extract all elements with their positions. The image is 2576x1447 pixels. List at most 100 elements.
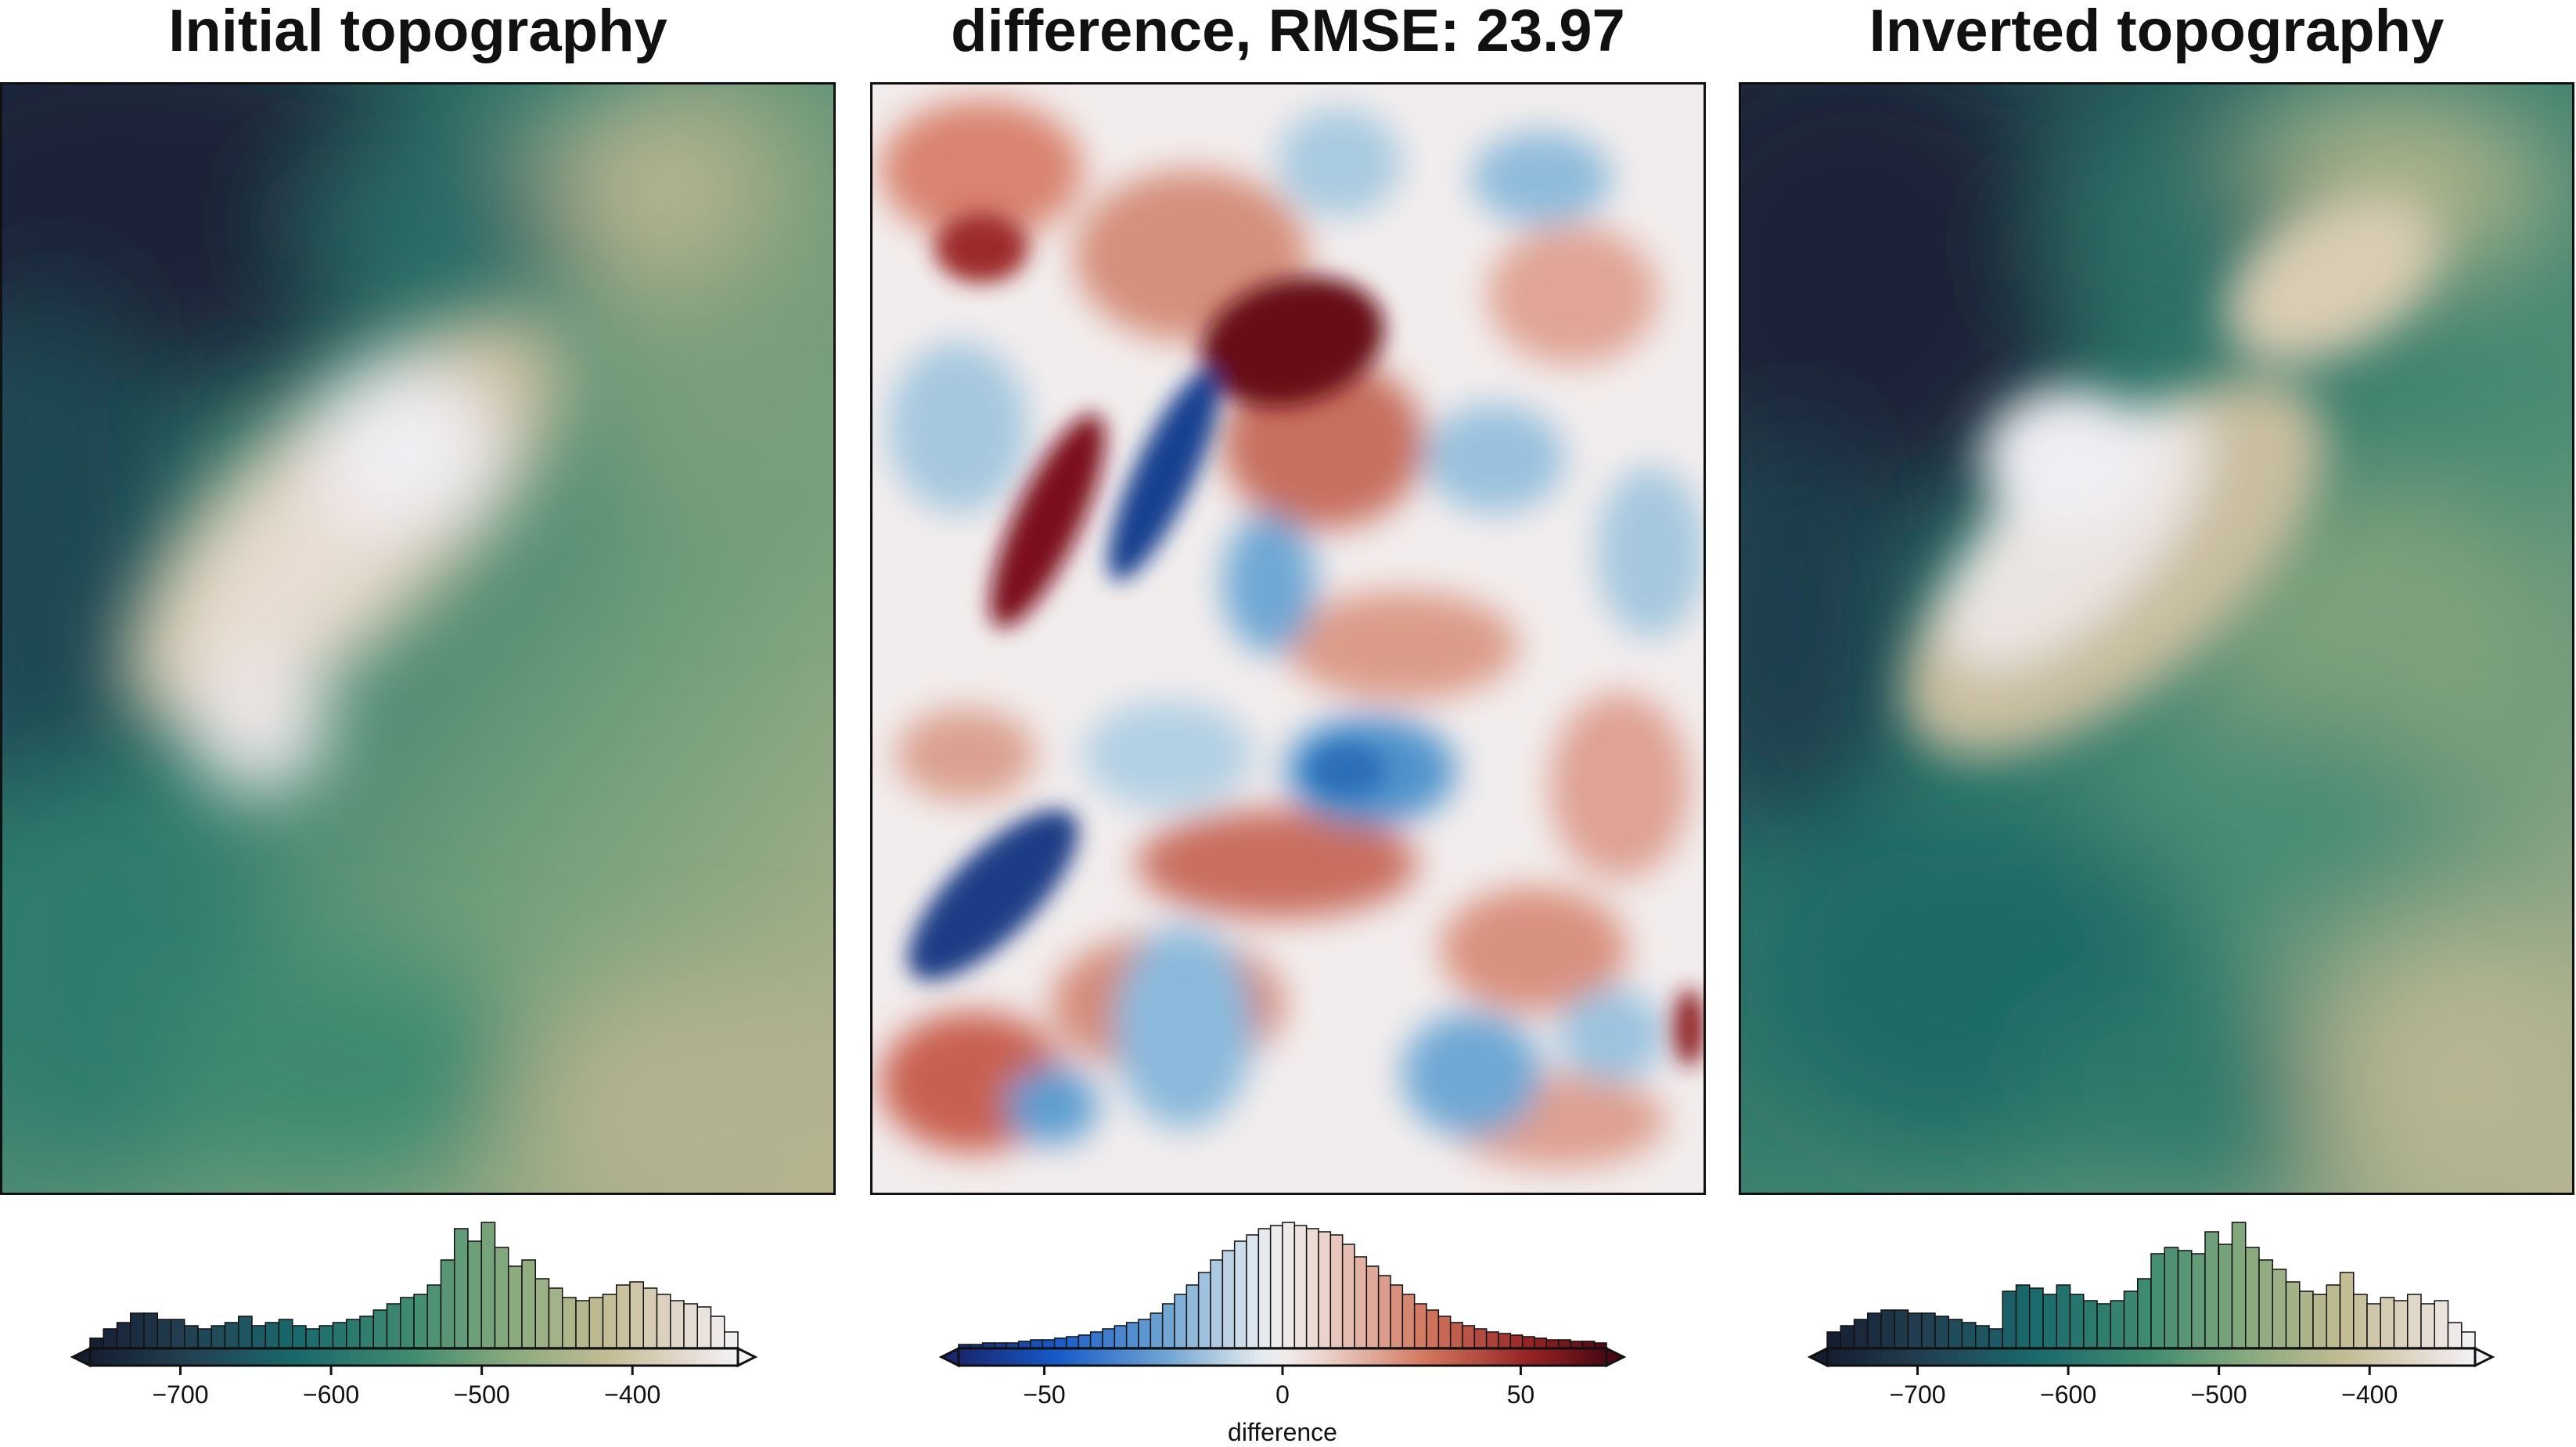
colorbar-inverted-topography: −700 −600 −500 −400 bbox=[1807, 1213, 2495, 1447]
colorbar-segment bbox=[293, 1348, 299, 1366]
colorbar-segment bbox=[1495, 1348, 1501, 1366]
colorbar-segment bbox=[1139, 1348, 1145, 1366]
colorbar-segment bbox=[1527, 1348, 1534, 1366]
histogram-bar bbox=[2339, 1272, 2355, 1348]
colorbar-segment bbox=[962, 1348, 969, 1366]
histogram-bar bbox=[1318, 1231, 1332, 1348]
colorbar-extend-max bbox=[2473, 1346, 2495, 1368]
colorbar-segment bbox=[1942, 1348, 1948, 1366]
colorbar-segment bbox=[1222, 1348, 1228, 1366]
colorbar-segment bbox=[594, 1348, 600, 1366]
colorbar-segment bbox=[2202, 1348, 2207, 1366]
colorbar-segment bbox=[1213, 1348, 1218, 1366]
colorbar-segment bbox=[2206, 1348, 2212, 1366]
histogram-bar bbox=[386, 1303, 401, 1348]
colorbar-segment bbox=[1148, 1348, 1154, 1366]
terrain-high-southeast bbox=[2308, 934, 2572, 1193]
colorbar-segment bbox=[1532, 1348, 1538, 1366]
histogram-bar bbox=[1246, 1234, 1260, 1348]
histogram-bar bbox=[1282, 1222, 1296, 1348]
colorbar-segment bbox=[2382, 1348, 2388, 1366]
colorbar-segment bbox=[1189, 1348, 1196, 1366]
histogram-bar bbox=[400, 1297, 415, 1348]
terrain-low-south bbox=[2021, 996, 2395, 1193]
colorbar-segment bbox=[2290, 1348, 2296, 1366]
histogram-bar bbox=[1078, 1334, 1092, 1348]
colorbar-segment bbox=[1291, 1348, 1297, 1366]
colorbar-segment bbox=[1088, 1348, 1094, 1366]
colorbar-segment bbox=[719, 1348, 725, 1366]
histogram-bar bbox=[184, 1325, 199, 1348]
colorbar-segment bbox=[1887, 1348, 1893, 1366]
terrain-low-south bbox=[157, 949, 516, 1184]
colorbar-segment bbox=[1588, 1348, 1594, 1366]
colorbar-tick-label: −500 bbox=[454, 1380, 510, 1409]
colorbar-segment bbox=[538, 1348, 545, 1366]
histogram-bar bbox=[1934, 1316, 1949, 1348]
colorbar-segment bbox=[122, 1348, 128, 1366]
colorbar-segment bbox=[349, 1348, 354, 1366]
terrain-low-west bbox=[1741, 427, 1905, 833]
histogram-bar bbox=[2056, 1284, 2071, 1348]
colorbar-segment bbox=[2128, 1348, 2134, 1366]
colorbar-segment bbox=[635, 1348, 642, 1366]
colorbar-segment bbox=[2410, 1348, 2416, 1366]
colorbar-segment bbox=[1078, 1348, 1085, 1366]
diff-strong-neg bbox=[1108, 367, 1221, 581]
colorbar-segment bbox=[1056, 1348, 1061, 1366]
colorbar-segment bbox=[326, 1348, 332, 1366]
colorbar-segment bbox=[127, 1348, 133, 1366]
colorbar-segment bbox=[1227, 1348, 1232, 1366]
histogram-bar bbox=[89, 1337, 104, 1348]
diff-neg-blob bbox=[1005, 1066, 1099, 1145]
colorbar-segment bbox=[117, 1348, 124, 1366]
colorbar-svg: −50 0 50 difference bbox=[938, 1222, 1627, 1446]
histogram-bar bbox=[1921, 1312, 1936, 1348]
colorbar-svg: −700 −600 −500 −400 bbox=[1807, 1222, 2495, 1409]
colorbar-segment bbox=[1153, 1348, 1159, 1366]
histogram-bar bbox=[981, 1342, 995, 1348]
colorbar-segment bbox=[1296, 1348, 1302, 1366]
colorbar-segment bbox=[1254, 1348, 1261, 1366]
histogram-bar bbox=[534, 1278, 550, 1348]
colorbar-segment bbox=[1259, 1348, 1265, 1366]
colorbar-segment bbox=[2007, 1348, 2013, 1366]
histogram-bar bbox=[2015, 1284, 2031, 1348]
histogram-bar bbox=[2164, 1247, 2179, 1348]
colorbar-segment bbox=[2331, 1348, 2337, 1366]
diff-pos-blob bbox=[880, 99, 1083, 241]
colorbar-segment bbox=[506, 1348, 512, 1366]
colorbar-segment bbox=[567, 1348, 572, 1366]
histogram-bar bbox=[2272, 1269, 2287, 1348]
histogram-bar bbox=[2366, 1303, 2381, 1348]
histogram-bar bbox=[2137, 1278, 2152, 1348]
colorbar-segment bbox=[427, 1348, 434, 1366]
colorbar-segment bbox=[2109, 1348, 2115, 1366]
colorbar-segment bbox=[497, 1348, 503, 1366]
terrain-mid bbox=[2099, 715, 2441, 887]
colorbar-segment bbox=[2294, 1348, 2301, 1366]
colorbar-segment bbox=[1850, 1348, 1856, 1366]
colorbar-segment bbox=[552, 1348, 559, 1366]
colorbar-segment bbox=[2072, 1348, 2078, 1366]
colorbar-segment bbox=[279, 1348, 286, 1366]
colorbar-segment bbox=[686, 1348, 693, 1366]
colorbar-segment bbox=[2132, 1348, 2139, 1366]
colorbar-segment bbox=[1878, 1348, 1883, 1366]
colorbar-segment bbox=[1092, 1348, 1099, 1366]
colorbar-segment bbox=[247, 1348, 253, 1366]
colorbar-segment bbox=[1481, 1348, 1488, 1366]
colorbar-segment bbox=[1896, 1348, 1902, 1366]
colorbar-segment bbox=[451, 1348, 457, 1366]
colorbar-segment bbox=[1240, 1348, 1247, 1366]
colorbar-segment bbox=[2178, 1348, 2185, 1366]
terrain-mid-north bbox=[297, 139, 578, 311]
histogram-bar bbox=[548, 1287, 563, 1348]
colorbar-segment bbox=[1018, 1348, 1024, 1366]
colorbar-segment bbox=[654, 1348, 660, 1366]
colorbar-segment bbox=[691, 1348, 697, 1366]
histogram-bar bbox=[467, 1240, 482, 1348]
colorbar-segment bbox=[1106, 1348, 1112, 1366]
histogram-bar bbox=[1907, 1312, 1923, 1348]
colorbar-segment bbox=[478, 1348, 484, 1366]
